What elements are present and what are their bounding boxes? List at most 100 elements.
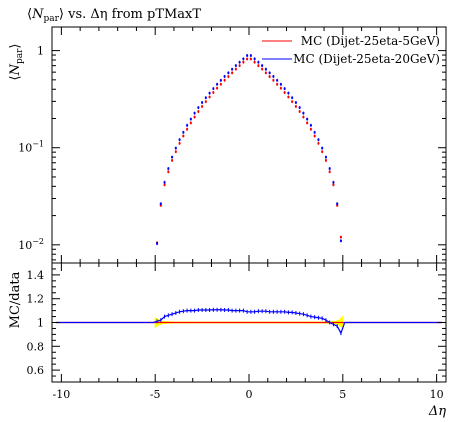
main-data-point [306, 118, 309, 121]
ratio-y-tick-label: 1 [37, 317, 44, 330]
main-data-point [272, 75, 275, 78]
main-data-point [279, 83, 282, 86]
main-data-point [268, 71, 271, 74]
main-data-point [159, 204, 162, 207]
main-data-point [204, 100, 207, 103]
main-data-point [163, 181, 166, 184]
main-y-tick-label: 1 [37, 45, 44, 58]
main-data-point [317, 142, 320, 145]
ratio-y-tick-label: 1.2 [27, 293, 45, 306]
main-data-point [193, 116, 196, 119]
main-data-point [253, 57, 256, 60]
main-data-point [309, 124, 312, 127]
main-data-point [197, 110, 200, 113]
main-data-point [328, 167, 331, 170]
main-data-point [291, 96, 294, 99]
main-data-point [219, 83, 222, 86]
main-data-point [306, 121, 309, 124]
main-data-point [186, 124, 189, 127]
ratio-y-tick-label: 0.6 [27, 364, 45, 377]
main-data-point [302, 112, 305, 115]
main-data-point [287, 92, 290, 95]
main-data-point [324, 159, 327, 162]
main-y-tick-label: 10−2 [18, 237, 44, 252]
main-data-point [317, 138, 320, 141]
main-data-point [294, 101, 297, 104]
ratio-x-axis: -10 -5 0 5 10 [53, 263, 444, 401]
main-data-point [212, 87, 215, 90]
main-data-point [287, 95, 290, 98]
ratio-y-tick-label: 0.8 [27, 340, 45, 353]
ratio-y-axis-label: MC/data [8, 271, 23, 328]
main-data-point [197, 106, 200, 109]
main-data-point [167, 167, 170, 170]
main-data-point [182, 131, 185, 134]
main-data-point [208, 92, 211, 95]
main-data-point [339, 239, 342, 242]
ratio-series-group [55, 307, 443, 336]
main-data-point [336, 202, 339, 205]
ratio-panel: 0.6 0.8 1 1.2 1.4 -10 -5 0 5 10 MC/data Δη [8, 262, 447, 419]
main-data-point [204, 96, 207, 99]
main-data-point [339, 236, 342, 239]
main-data-point [279, 87, 282, 90]
main-data-point [324, 156, 327, 159]
main-data-point [167, 170, 170, 173]
main-data-point [156, 242, 159, 245]
ratio-y-axis: 0.6 0.8 1 1.2 1.4 [27, 268, 446, 377]
main-data-point [223, 79, 226, 82]
main-data-point [276, 83, 279, 86]
main-data-point [238, 64, 241, 67]
main-data-point [246, 54, 249, 57]
main-data-point [249, 54, 252, 57]
main-data-point [332, 181, 335, 184]
main-data-point [216, 83, 219, 86]
main-data-point [336, 204, 339, 207]
main-data-point [291, 100, 294, 103]
x-axis-label: Δη [428, 404, 446, 419]
main-data-point [246, 57, 249, 60]
main-data-point [283, 87, 286, 90]
main-data-point [249, 57, 252, 60]
main-data-point [189, 118, 192, 121]
main-data-point [186, 128, 189, 131]
chart-title: ⟨Npar⟩ vs. Δη from pTMaxT [27, 7, 201, 24]
main-y-axis-label: ⟨Npar⟩ [8, 44, 25, 81]
main-data-point [264, 68, 267, 71]
main-data-point [242, 57, 245, 60]
main-data-point [302, 116, 305, 119]
main-data-point [313, 131, 316, 134]
main-data-point [227, 75, 230, 78]
main-series-group [156, 54, 342, 246]
main-data-point [272, 79, 275, 82]
main-data-point [328, 170, 331, 173]
main-data-point [193, 112, 196, 115]
main-data-point [174, 150, 177, 153]
main-data-point [212, 91, 215, 94]
main-data-point [253, 61, 256, 64]
main-data-point [257, 61, 260, 64]
main-data-point [257, 64, 260, 67]
main-data-point [208, 95, 211, 98]
main-y-axis: 1 10−1 10−2 [18, 45, 446, 261]
main-data-point [261, 64, 264, 67]
ratio-y-tick-label: 1.4 [27, 269, 45, 282]
main-data-point [178, 138, 181, 141]
main-y-tick-label: 10−1 [18, 140, 44, 155]
main-data-point [321, 150, 324, 153]
main-data-point [201, 101, 204, 104]
main-x-ticks [60, 27, 438, 263]
main-data-point [234, 68, 237, 71]
main-panel: 1 10−1 10−2 ⟨Npar⟩ MC (Dijet-25eta-5GeV) M… [8, 26, 447, 264]
main-data-point [264, 71, 267, 74]
main-data-point [313, 135, 316, 138]
main-data-point [231, 68, 234, 71]
main-data-point [276, 79, 279, 82]
main-data-point [298, 106, 301, 109]
main-data-point [242, 61, 245, 64]
main-data-point [189, 121, 192, 124]
main-data-point [298, 110, 301, 113]
main-data-point [182, 135, 185, 138]
ratio-x-tick-label: 5 [339, 388, 346, 401]
